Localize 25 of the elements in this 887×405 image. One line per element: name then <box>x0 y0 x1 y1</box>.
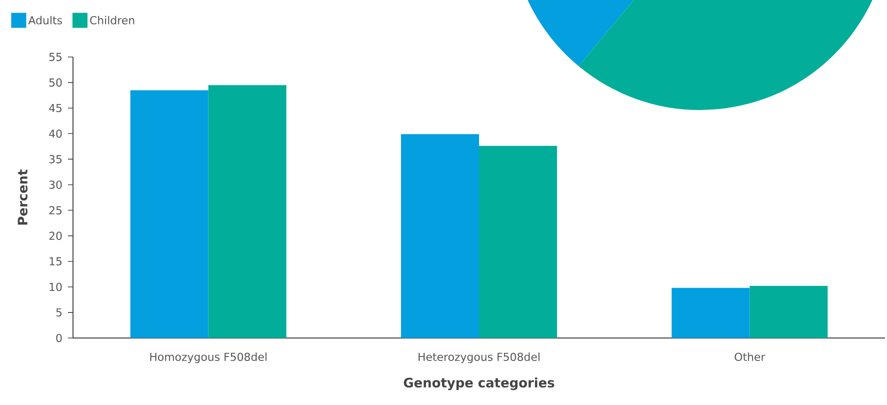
legend-label: Children <box>90 16 134 24</box>
y-tick-label: 5 <box>56 308 62 317</box>
x-axis-title: Genotype categories <box>404 378 554 390</box>
bar <box>401 134 480 338</box>
bar <box>750 286 828 338</box>
x-tick-label: Other <box>734 352 766 362</box>
x-tick-label: Heterozygous F508del <box>418 352 540 364</box>
y-tick-label: 10 <box>50 282 62 292</box>
y-tick-label: 45 <box>49 104 62 112</box>
bar <box>672 288 750 338</box>
bar <box>479 146 558 338</box>
y-tick-label: 40 <box>49 130 62 138</box>
y-tick-label: 0 <box>56 334 62 342</box>
y-tick-label: 15 <box>50 257 62 266</box>
y-tick-label: 20 <box>49 232 62 240</box>
y-tick-label: 35 <box>49 155 62 164</box>
y-axis-title: Percent <box>18 170 28 225</box>
y-tick-label: 50 <box>49 78 62 87</box>
y-tick-label: 25 <box>49 206 62 214</box>
bar <box>208 85 286 338</box>
y-tick-label: 30 <box>49 180 62 189</box>
x-tick-label: Homozygous F508del <box>150 352 266 364</box>
y-tick-label: 55 <box>49 52 62 62</box>
legend-label: Adults <box>28 16 62 24</box>
bar <box>130 90 208 338</box>
